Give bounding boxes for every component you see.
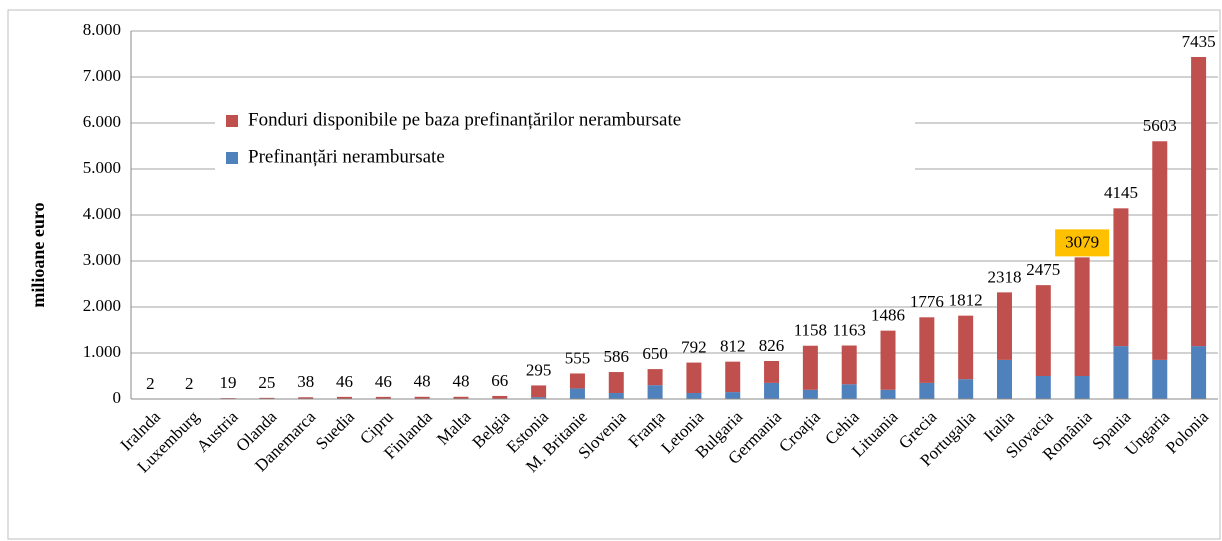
y-tick-label: 3.000 bbox=[83, 250, 121, 269]
data-label: 48 bbox=[452, 372, 469, 391]
bar-segment bbox=[802, 389, 818, 399]
y-tick-label: 0 bbox=[113, 388, 122, 407]
data-label: 812 bbox=[720, 337, 746, 356]
bar-segment bbox=[841, 384, 857, 399]
bar-segment bbox=[259, 397, 275, 399]
bar-segment bbox=[996, 292, 1012, 360]
y-tick-label: 4.000 bbox=[83, 204, 121, 223]
legend-label: Fonduri disponibile pe baza prefinanțări… bbox=[248, 109, 681, 130]
data-label: 1158 bbox=[794, 321, 827, 340]
data-label: 4145 bbox=[1104, 183, 1138, 202]
bar-segment bbox=[608, 372, 624, 394]
y-tick-label: 8.000 bbox=[83, 20, 121, 39]
bar-segment bbox=[1191, 346, 1207, 399]
bar-segment bbox=[764, 382, 780, 399]
bar-segment bbox=[531, 397, 547, 399]
bar-segment bbox=[337, 396, 353, 399]
bar-segment bbox=[958, 379, 974, 399]
bar-segment bbox=[1074, 376, 1090, 399]
bar-segment bbox=[725, 392, 741, 399]
data-label: 2 bbox=[185, 374, 194, 393]
bar-segment bbox=[1113, 346, 1129, 399]
bar-segment bbox=[764, 361, 780, 383]
data-label: 2475 bbox=[1026, 260, 1060, 279]
data-label: 555 bbox=[565, 348, 591, 367]
bar-segment bbox=[686, 362, 702, 394]
data-label: 1163 bbox=[833, 320, 866, 339]
bar-segment bbox=[996, 359, 1012, 399]
bar-segment bbox=[919, 382, 935, 399]
bar-segment bbox=[919, 317, 935, 383]
legend-background bbox=[215, 102, 915, 176]
bar-segment bbox=[725, 361, 741, 393]
data-label: 46 bbox=[375, 372, 392, 391]
bar-segment bbox=[531, 385, 547, 398]
y-tick-label: 6.000 bbox=[83, 112, 121, 131]
bar-segment bbox=[686, 393, 702, 399]
bar-segment bbox=[880, 389, 896, 399]
bar-segment bbox=[1035, 285, 1051, 376]
data-label: 586 bbox=[604, 347, 630, 366]
y-tick-label: 5.000 bbox=[83, 158, 121, 177]
bar-segment bbox=[492, 395, 508, 399]
bar-segment bbox=[1074, 257, 1090, 376]
y-tick-label: 7.000 bbox=[83, 66, 121, 85]
bar-segment bbox=[880, 330, 896, 390]
bar-segment bbox=[841, 345, 857, 385]
data-label: 2318 bbox=[987, 267, 1021, 286]
bar-segment bbox=[453, 396, 469, 399]
data-label: 38 bbox=[297, 372, 314, 391]
bar-segment bbox=[414, 396, 430, 399]
bar-segment bbox=[1035, 376, 1051, 399]
bar-segment bbox=[375, 396, 391, 399]
bar-segment bbox=[1191, 56, 1207, 347]
data-label: 826 bbox=[759, 336, 785, 355]
label-highlight bbox=[1055, 229, 1110, 257]
data-label: 650 bbox=[642, 344, 668, 363]
data-label: 1812 bbox=[949, 291, 983, 310]
data-label: 66 bbox=[491, 371, 508, 390]
data-label: 1776 bbox=[910, 292, 944, 311]
legend-swatch bbox=[226, 152, 238, 164]
chart-frame bbox=[7, 9, 1221, 540]
data-label: 19 bbox=[220, 373, 237, 392]
bar-segment bbox=[220, 398, 236, 399]
data-label: 7435 bbox=[1182, 32, 1216, 51]
bar-segment bbox=[647, 385, 663, 399]
data-label: 2 bbox=[146, 374, 155, 393]
data-label: 25 bbox=[258, 373, 275, 392]
bar-segment bbox=[1152, 141, 1168, 360]
data-label: 295 bbox=[526, 360, 552, 379]
data-label: 46 bbox=[336, 372, 353, 391]
bar-segment bbox=[608, 393, 624, 399]
bar-segment bbox=[958, 315, 974, 380]
y-axis-label: milioane euro bbox=[28, 202, 48, 307]
data-label: 5603 bbox=[1143, 116, 1177, 135]
legend-label: Prefinanțări nerambursate bbox=[248, 146, 445, 167]
data-label: 1486 bbox=[871, 306, 905, 325]
bar-segment bbox=[569, 373, 585, 389]
y-tick-label: 1.000 bbox=[83, 342, 121, 361]
data-label: 3079 bbox=[1065, 232, 1099, 251]
y-tick-label: 2.000 bbox=[83, 296, 121, 315]
bar-segment bbox=[802, 345, 818, 390]
data-label: 792 bbox=[681, 337, 707, 356]
bar-segment bbox=[569, 388, 585, 399]
bar-segment bbox=[1113, 208, 1129, 347]
bar-segment bbox=[647, 369, 663, 386]
legend-swatch bbox=[226, 115, 238, 127]
bar-segment bbox=[298, 397, 314, 399]
data-label: 48 bbox=[414, 372, 431, 391]
bar-segment bbox=[1152, 359, 1168, 399]
